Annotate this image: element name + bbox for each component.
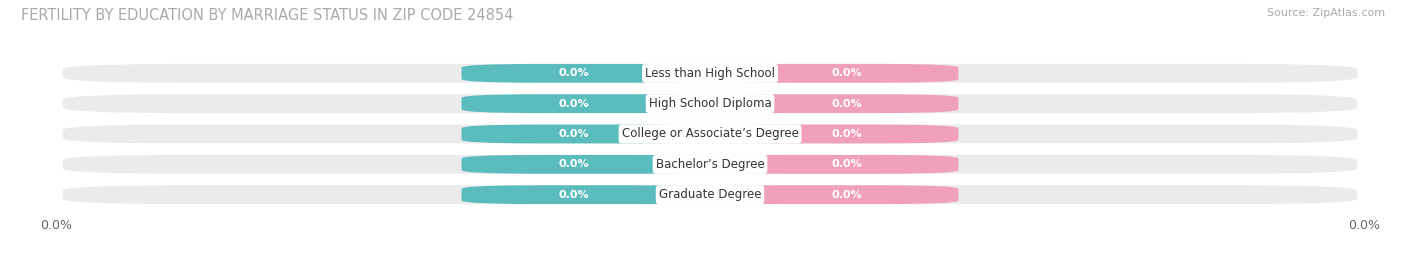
- Text: Source: ZipAtlas.com: Source: ZipAtlas.com: [1267, 8, 1385, 18]
- Text: 0.0%: 0.0%: [831, 159, 862, 169]
- FancyBboxPatch shape: [710, 94, 959, 113]
- Text: 0.0%: 0.0%: [831, 190, 862, 200]
- Text: 0.0%: 0.0%: [558, 190, 589, 200]
- FancyBboxPatch shape: [63, 125, 1357, 143]
- FancyBboxPatch shape: [710, 64, 959, 83]
- Text: Bachelor’s Degree: Bachelor’s Degree: [655, 158, 765, 171]
- FancyBboxPatch shape: [461, 64, 710, 83]
- FancyBboxPatch shape: [461, 125, 710, 143]
- Text: FERTILITY BY EDUCATION BY MARRIAGE STATUS IN ZIP CODE 24854: FERTILITY BY EDUCATION BY MARRIAGE STATU…: [21, 8, 513, 23]
- Text: High School Diploma: High School Diploma: [648, 97, 772, 110]
- FancyBboxPatch shape: [63, 64, 1357, 83]
- Text: 0.0%: 0.0%: [558, 68, 589, 78]
- Text: 0.0%: 0.0%: [831, 99, 862, 109]
- Text: 0.0%: 0.0%: [831, 129, 862, 139]
- FancyBboxPatch shape: [710, 155, 959, 174]
- FancyBboxPatch shape: [710, 185, 959, 204]
- FancyBboxPatch shape: [63, 94, 1357, 113]
- Text: Graduate Degree: Graduate Degree: [659, 188, 761, 201]
- FancyBboxPatch shape: [461, 185, 710, 204]
- FancyBboxPatch shape: [710, 125, 959, 143]
- Text: 0.0%: 0.0%: [558, 129, 589, 139]
- Text: Less than High School: Less than High School: [645, 67, 775, 80]
- Text: College or Associate’s Degree: College or Associate’s Degree: [621, 128, 799, 140]
- FancyBboxPatch shape: [63, 155, 1357, 174]
- Text: 0.0%: 0.0%: [558, 159, 589, 169]
- Text: 0.0%: 0.0%: [831, 68, 862, 78]
- FancyBboxPatch shape: [461, 94, 710, 113]
- FancyBboxPatch shape: [63, 185, 1357, 204]
- FancyBboxPatch shape: [461, 155, 710, 174]
- Text: 0.0%: 0.0%: [558, 99, 589, 109]
